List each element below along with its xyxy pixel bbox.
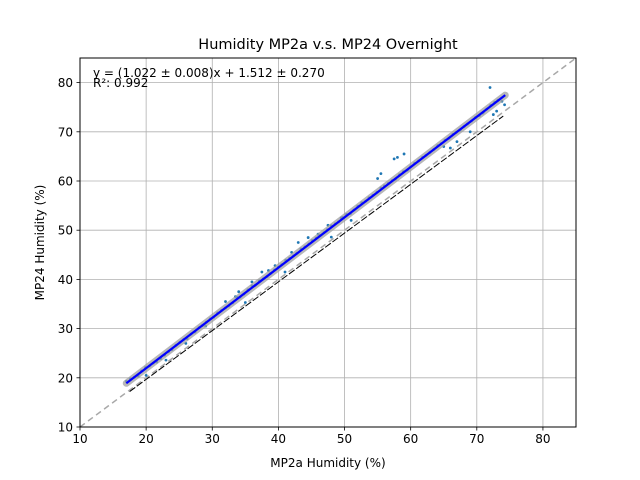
data-point bbox=[495, 109, 499, 113]
data-point bbox=[402, 152, 406, 156]
data-point bbox=[503, 103, 506, 107]
x-tick-label: 60 bbox=[403, 432, 418, 446]
fit-line-path bbox=[125, 94, 506, 385]
x-tick-label: 40 bbox=[271, 432, 286, 446]
data-point bbox=[379, 172, 383, 176]
y-tick-label: 70 bbox=[58, 125, 73, 139]
y-tick-label: 50 bbox=[58, 224, 73, 238]
lower-reference-line bbox=[129, 115, 504, 392]
data-point bbox=[306, 236, 310, 239]
fit-line bbox=[122, 91, 509, 387]
data-point bbox=[243, 301, 247, 304]
data-point bbox=[392, 157, 396, 161]
x-tick-label: 30 bbox=[205, 432, 220, 446]
data-point bbox=[224, 300, 227, 303]
x-tick-label: 80 bbox=[535, 432, 550, 446]
y-tick-label: 80 bbox=[58, 76, 73, 90]
data-point bbox=[164, 358, 168, 362]
data-point bbox=[455, 140, 459, 144]
data-point bbox=[144, 373, 148, 377]
identity-line bbox=[79, 57, 577, 428]
fit-equation: y = (1.022 ± 0.008)x + 1.512 ± 0.270 bbox=[93, 66, 325, 80]
x-axis-label: MP2a Humidity (%) bbox=[270, 456, 385, 470]
data-point bbox=[237, 290, 241, 294]
data-point bbox=[448, 146, 452, 150]
data-point bbox=[260, 270, 264, 274]
data-point bbox=[488, 86, 492, 89]
x-tick-label: 10 bbox=[72, 432, 87, 446]
y-tick-label: 20 bbox=[58, 371, 73, 385]
chart-title: Humidity MP2a v.s. MP24 Overnight bbox=[198, 37, 458, 53]
x-tick-label: 50 bbox=[337, 432, 352, 446]
x-tick-label: 70 bbox=[469, 432, 484, 446]
reference-lines bbox=[79, 57, 577, 428]
data-point bbox=[396, 155, 399, 159]
y-tick-label: 40 bbox=[58, 273, 73, 287]
y-tick-label: 60 bbox=[58, 175, 73, 189]
data-point bbox=[283, 270, 287, 274]
y-tick-label: 30 bbox=[58, 322, 73, 336]
data-point bbox=[250, 280, 254, 284]
data-point bbox=[376, 177, 379, 180]
data-point bbox=[329, 235, 333, 239]
y-axis-label: MP24 Humidity (%) bbox=[33, 185, 47, 301]
r-squared-label: R²: 0.992 bbox=[93, 76, 148, 90]
y-tick-label: 10 bbox=[58, 421, 73, 435]
plot-area bbox=[79, 57, 577, 428]
data-point bbox=[468, 130, 472, 134]
data-point bbox=[491, 113, 495, 116]
x-tick-label: 20 bbox=[138, 432, 153, 446]
axis-ticks: 10 20 30 40 50 60 70 80 10 20 30 40 50 60 70 80 bbox=[58, 76, 551, 446]
data-point bbox=[296, 241, 300, 244]
data-point bbox=[349, 218, 353, 222]
